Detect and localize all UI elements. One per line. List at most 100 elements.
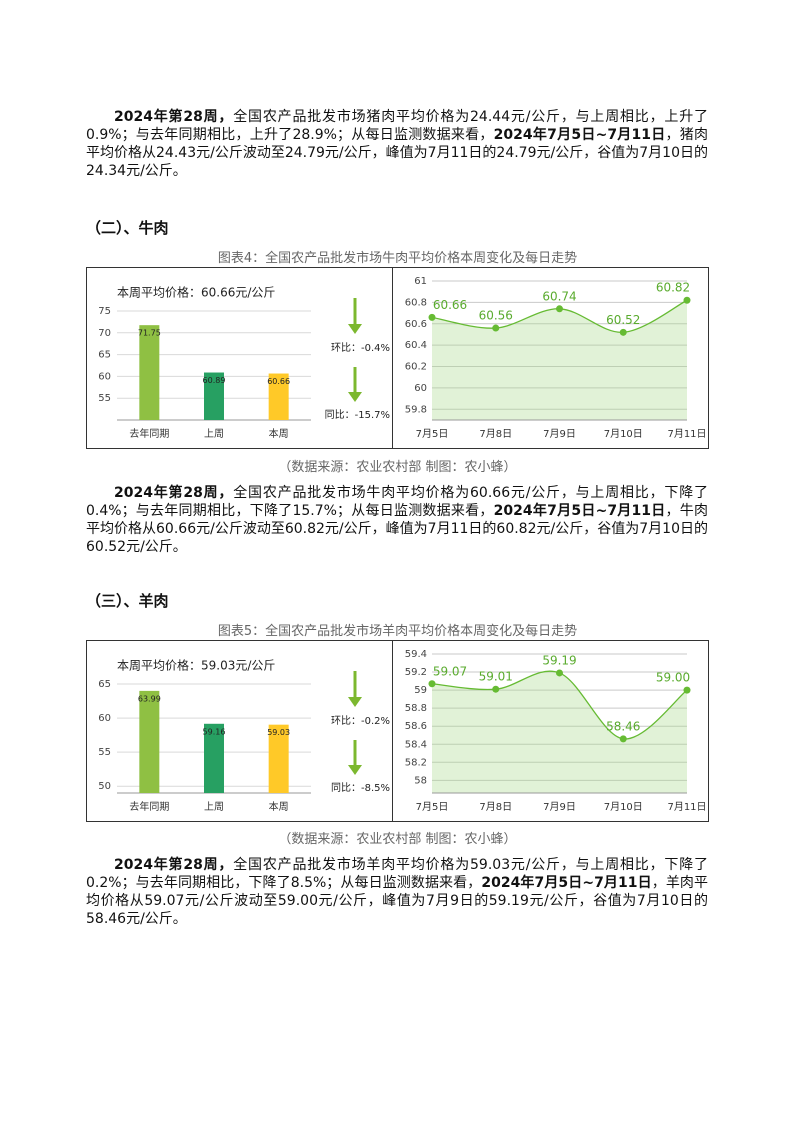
text: 全国农产品批发市场羊肉平均价格为59.03元/公斤，与上周相比，下降了0.2%；… xyxy=(86,857,709,891)
y-tick-label: 65 xyxy=(98,350,111,361)
x-tick-label: 上周 xyxy=(204,801,224,813)
data-label: 60.74 xyxy=(542,289,576,303)
text: ，猪肉平均价格从24.43元/公斤波动至24.79元/公斤，峰值为7月11日的2… xyxy=(86,127,709,179)
y-tick-label: 59.4 xyxy=(405,649,427,660)
y-tick-label: 60.6 xyxy=(405,319,427,330)
bar-value-label: 71.75 xyxy=(138,329,161,338)
data-label: 60.66 xyxy=(433,298,467,312)
y-tick-label: 61 xyxy=(414,276,427,287)
change-label: 同比：-15.7% xyxy=(325,409,390,421)
bold-text: 2024年第28周， xyxy=(114,485,234,501)
x-tick-label: 7月11日 xyxy=(667,428,706,440)
data-label: 60.52 xyxy=(606,313,640,327)
bar xyxy=(204,723,224,793)
data-source: （数据来源：农业农村部 制图：农小蜂） xyxy=(278,460,517,475)
down-arrow-head xyxy=(348,765,362,775)
bar-chart: 本周平均价格：59.03元/公斤 50 55 60 65 63.99 去年同期 59.16 上周… xyxy=(98,658,390,814)
y-tick-label: 75 xyxy=(98,306,111,317)
point xyxy=(683,686,691,694)
x-tick-label: 本周 xyxy=(269,800,289,813)
y-tick-label: 58.2 xyxy=(405,757,427,768)
line-chart: 58 58.2 58.4 58.6 58.8 59 59.2 59.4 59.07 7月5日 59.… xyxy=(392,641,707,821)
y-tick-label: 65 xyxy=(98,679,111,690)
point xyxy=(619,328,627,336)
y-tick-label: 60.4 xyxy=(405,340,427,351)
bar-value-label: 59.16 xyxy=(203,727,226,736)
x-tick-label: 上周 xyxy=(204,428,224,440)
y-tick-label: 59.2 xyxy=(405,667,427,678)
point xyxy=(492,685,500,693)
y-tick-label: 70 xyxy=(98,328,111,339)
data-label: 58.46 xyxy=(606,719,640,733)
x-tick-label: 去年同期 xyxy=(129,800,169,813)
figure-box: 本周平均价格：60.66元/公斤 55 60 65 70 75 71.75 去年同期 60.89… xyxy=(86,267,709,449)
y-tick-label: 60 xyxy=(414,383,427,394)
x-tick-label: 7月10日 xyxy=(604,428,643,440)
bold-text: 2024年7月5日~7月11日 xyxy=(493,127,666,143)
point xyxy=(492,324,500,332)
y-tick-label: 58.8 xyxy=(405,703,427,714)
down-arrow-head xyxy=(348,324,362,334)
point xyxy=(619,735,627,743)
line-chart: 59.8 60 60.2 60.4 60.6 60.8 61 60.66 7月5日 60.56 7月… xyxy=(392,268,707,448)
bold-text: 2024年第28周， xyxy=(114,109,234,125)
bold-text: 2024年7月5日~7月11日 xyxy=(481,875,652,891)
paragraph: 2024年第28周，全国农产品批发市场羊肉平均价格为59.03元/公斤，与上周相… xyxy=(86,856,708,928)
bar xyxy=(204,372,224,420)
bar-value-label: 59.03 xyxy=(267,728,290,737)
bar xyxy=(268,724,289,793)
bold-text: 2024年7月5日~7月11日 xyxy=(493,503,666,519)
y-tick-label: 60 xyxy=(98,371,111,382)
y-tick-label: 59.8 xyxy=(405,404,427,415)
bar-chart-title: 本周平均价格：60.66元/公斤 xyxy=(117,285,275,300)
x-tick-label: 7月9日 xyxy=(543,801,576,813)
down-arrow-head xyxy=(348,697,362,707)
x-tick-label: 7月5日 xyxy=(416,428,449,440)
bold-text: 2024年第28周， xyxy=(114,857,234,873)
x-tick-label: 7月11日 xyxy=(667,801,706,813)
change-label: 环比：-0.2% xyxy=(331,715,390,727)
data-label: 60.82 xyxy=(656,281,690,295)
figure-caption: 图表4：全国农产品批发市场牛肉平均价格本周变化及每日走势 xyxy=(217,251,578,266)
data-label: 60.56 xyxy=(479,309,513,323)
y-tick-label: 50 xyxy=(98,781,111,792)
bar xyxy=(139,325,160,420)
bar-chart: 本周平均价格：60.66元/公斤 55 60 65 70 75 71.75 去年同期 60.89… xyxy=(98,285,390,441)
paragraph: 2024年第28周，全国农产品批发市场牛肉平均价格为60.66元/公斤，与上周相… xyxy=(86,484,708,556)
data-label: 59.01 xyxy=(479,670,513,684)
x-tick-label: 7月9日 xyxy=(543,428,576,440)
figure-caption: 图表5：全国农产品批发市场羊肉平均价格本周变化及每日走势 xyxy=(217,624,578,639)
x-tick-label: 7月8日 xyxy=(479,801,512,813)
figure-box: 本周平均价格：59.03元/公斤 50 55 60 65 63.99 去年同期 59.16 上周… xyxy=(86,640,709,822)
y-tick-label: 60.8 xyxy=(405,297,427,308)
bar-value-label: 60.66 xyxy=(267,377,290,386)
text: ，羊肉平均价格从59.07元/公斤波动至59.00元/公斤，峰值为7月9日的59… xyxy=(86,875,709,927)
data-source: （数据来源：农业农村部 制图：农小蜂） xyxy=(278,832,517,847)
paragraph: 2024年第28周，全国农产品批发市场猪肉平均价格为24.44元/公斤，与上周相… xyxy=(86,108,708,180)
y-tick-label: 59 xyxy=(414,685,427,696)
y-tick-label: 58.4 xyxy=(405,739,427,750)
bar-value-label: 60.89 xyxy=(203,376,226,385)
bar xyxy=(268,373,289,420)
y-tick-label: 58 xyxy=(414,775,427,786)
y-tick-label: 55 xyxy=(98,393,111,404)
change-label: 环比：-0.4% xyxy=(331,342,390,354)
bar xyxy=(139,690,160,793)
x-tick-label: 本周 xyxy=(269,427,289,440)
text: ，牛肉平均价格从60.66元/公斤波动至60.82元/公斤，峰值为7月11日的6… xyxy=(86,503,709,555)
data-label: 59.19 xyxy=(542,653,576,667)
x-tick-label: 去年同期 xyxy=(129,427,169,440)
x-tick-label: 7月5日 xyxy=(416,801,449,813)
data-label: 59.07 xyxy=(433,664,467,678)
y-tick-label: 60.2 xyxy=(405,362,427,373)
line-area xyxy=(432,300,687,420)
section-heading: （二）、牛肉 xyxy=(86,219,169,237)
bar-value-label: 63.99 xyxy=(138,694,161,703)
bar-chart-title: 本周平均价格：59.03元/公斤 xyxy=(117,658,275,673)
section-heading: （三）、羊肉 xyxy=(86,592,169,610)
x-tick-label: 7月8日 xyxy=(479,428,512,440)
text: 全国农产品批发市场猪肉平均价格为24.44元/公斤，与上周相比，上升了0.9%；… xyxy=(86,109,709,143)
y-tick-label: 60 xyxy=(98,713,111,724)
down-arrow-head xyxy=(348,392,362,402)
